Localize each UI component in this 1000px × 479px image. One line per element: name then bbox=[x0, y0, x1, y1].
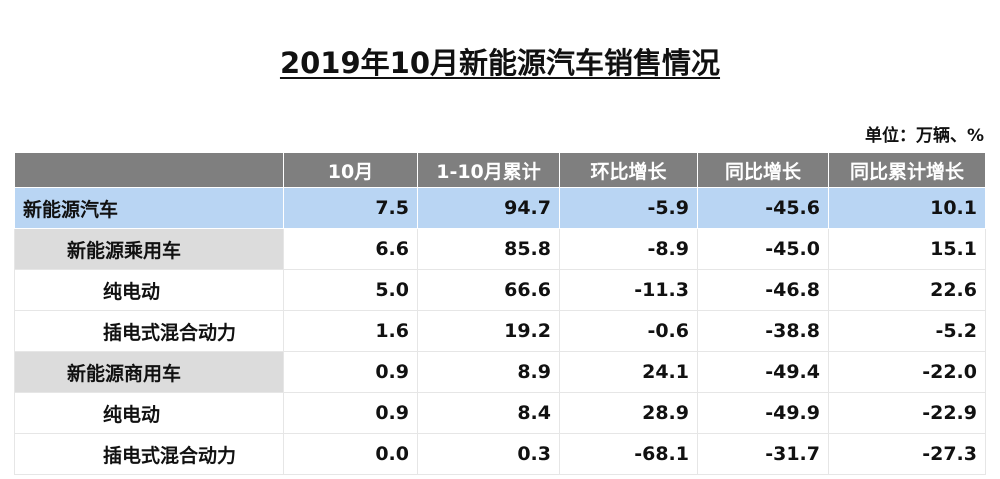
value-cell: 24.1 bbox=[559, 351, 698, 393]
header-cell: 同比累计增长 bbox=[828, 152, 986, 188]
row-label: 插电式混合动力 bbox=[14, 310, 284, 352]
value-cell: -49.9 bbox=[697, 392, 829, 434]
row-label: 新能源乘用车 bbox=[14, 228, 284, 270]
value-cell: -8.9 bbox=[559, 228, 698, 270]
table-body: 新能源汽车 7.5 94.7 -5.9 -45.6 10.1 新能源乘用车 6.6 85.8 -8… bbox=[14, 187, 986, 475]
value-cell: 8.9 bbox=[417, 351, 560, 393]
value-cell: -45.0 bbox=[697, 228, 829, 270]
value-cell: -22.0 bbox=[828, 351, 986, 393]
value-cell: 7.5 bbox=[283, 187, 418, 229]
value-cell: -22.9 bbox=[828, 392, 986, 434]
header-row: 10月 1-10月累计 环比增长 同比增长 同比累计增长 bbox=[14, 152, 986, 188]
row-label: 纯电动 bbox=[14, 392, 284, 434]
title-text: 2019年10月新能源汽车销售情况 bbox=[279, 46, 721, 80]
table-row: 新能源商用车 0.9 8.9 24.1 -49.4 -22.0 bbox=[14, 351, 986, 393]
value-cell: -11.3 bbox=[559, 269, 698, 311]
header-cell: 10月 bbox=[283, 152, 418, 188]
value-cell: 85.8 bbox=[417, 228, 560, 270]
value-cell: 19.2 bbox=[417, 310, 560, 352]
table-row: 纯电动 0.9 8.4 28.9 -49.9 -22.9 bbox=[14, 392, 986, 434]
value-cell: 22.6 bbox=[828, 269, 986, 311]
value-cell: 1.6 bbox=[283, 310, 418, 352]
value-cell: -46.8 bbox=[697, 269, 829, 311]
value-cell: 0.9 bbox=[283, 392, 418, 434]
value-cell: -38.8 bbox=[697, 310, 829, 352]
table-row: 新能源乘用车 6.6 85.8 -8.9 -45.0 15.1 bbox=[14, 228, 986, 270]
value-cell: -31.7 bbox=[697, 433, 829, 475]
header-cell: 环比增长 bbox=[559, 152, 698, 188]
value-cell: 0.9 bbox=[283, 351, 418, 393]
value-cell: -0.6 bbox=[559, 310, 698, 352]
value-cell: 0.3 bbox=[417, 433, 560, 475]
value-cell: 0.0 bbox=[283, 433, 418, 475]
value-cell: 8.4 bbox=[417, 392, 560, 434]
value-cell: 10.1 bbox=[828, 187, 986, 229]
row-label: 插电式混合动力 bbox=[14, 433, 284, 475]
value-cell: -45.6 bbox=[697, 187, 829, 229]
value-cell: -5.2 bbox=[828, 310, 986, 352]
value-cell: -5.9 bbox=[559, 187, 698, 229]
table-row: 新能源汽车 7.5 94.7 -5.9 -45.6 10.1 bbox=[14, 187, 986, 229]
value-cell: 28.9 bbox=[559, 392, 698, 434]
value-cell: -68.1 bbox=[559, 433, 698, 475]
title: 2019年10月新能源汽车销售情况 bbox=[0, 40, 1000, 82]
table-row: 插电式混合动力 1.6 19.2 -0.6 -38.8 -5.2 bbox=[14, 310, 986, 352]
value-cell: 5.0 bbox=[283, 269, 418, 311]
sales-table: 10月 1-10月累计 环比增长 同比增长 同比累计增长 新能源汽车 7.5 94.7 -5.… bbox=[14, 152, 986, 475]
value-cell: -49.4 bbox=[697, 351, 829, 393]
value-cell: 6.6 bbox=[283, 228, 418, 270]
value-cell: -27.3 bbox=[828, 433, 986, 475]
value-cell: 15.1 bbox=[828, 228, 986, 270]
header-cell: 同比增长 bbox=[697, 152, 829, 188]
header-cell bbox=[14, 152, 284, 188]
row-label: 新能源汽车 bbox=[14, 187, 284, 229]
row-label: 新能源商用车 bbox=[14, 351, 284, 393]
table-row: 插电式混合动力 0.0 0.3 -68.1 -31.7 -27.3 bbox=[14, 433, 986, 475]
value-cell: 94.7 bbox=[417, 187, 560, 229]
unit-label: 单位：万辆、% bbox=[864, 126, 984, 146]
table-row: 纯电动 5.0 66.6 -11.3 -46.8 22.6 bbox=[14, 269, 986, 311]
row-label: 纯电动 bbox=[14, 269, 284, 311]
header-cell: 1-10月累计 bbox=[417, 152, 560, 188]
value-cell: 66.6 bbox=[417, 269, 560, 311]
